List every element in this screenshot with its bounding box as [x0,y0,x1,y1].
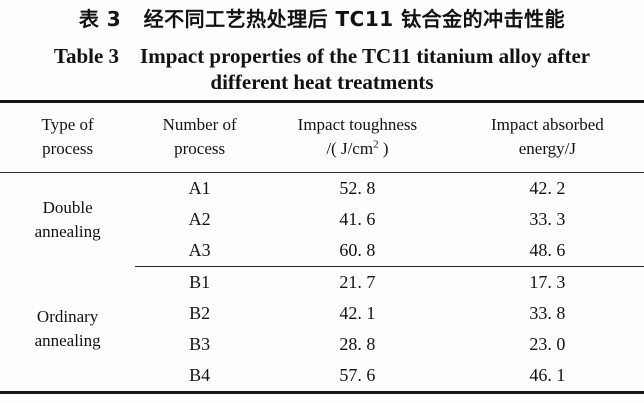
cell-impact-energy: 48. 6 [450,235,644,267]
cell-process-number: A3 [135,235,265,267]
cell-process-number: B4 [189,365,211,385]
table-caption-chinese: 表 3 经不同工艺热处理后 TC11 钛合金的冲击性能 [78,7,566,31]
cell-impact-energy: 23. 0 [529,334,566,354]
cell-impact-energy: 33. 3 [529,209,566,229]
table-row: A2 41. 6 33. 3 [0,204,644,235]
cell-impact-toughness: 57. 6 [339,365,376,385]
cell-impact-energy: 42. 2 [529,178,566,198]
table-row: Ordinary annealing B1 21. 7 17. 3 [0,267,644,350]
cell-impact-energy: 17. 3 [529,272,566,292]
cell-impact-toughness: 42. 1 [339,303,376,323]
impact-toughness-unit: /( J/cm2 ) [326,138,389,158]
header-type-of-process: Type of process [0,101,136,173]
group-label-ordinary-annealing: Ordinary annealing [34,306,101,350]
cell-impact-energy: 33. 8 [529,303,566,323]
cell-process-number: A1 [188,178,211,198]
superscript-2: 2 [373,138,379,151]
impact-properties-table: Type of process Number of process Impact… [0,100,644,394]
table-caption-english: Table 3 Impact properties of the TC11 ti… [0,43,644,95]
cell-impact-toughness: 28. 8 [339,334,376,354]
cell-impact-toughness: 41. 6 [339,209,376,229]
cell-impact-toughness: 60. 8 [264,235,451,267]
cell-process-number: A2 [188,209,211,229]
table-caption-english-line2: different heat treatments [210,70,434,94]
header-impact-absorbed-energy: Impact absorbed energy/J [450,101,644,173]
header-row: Type of process Number of process Impact… [0,101,644,173]
table-row: B3 28. 8 23. 0 [0,329,644,360]
cell-process-number: B1 [189,272,211,292]
cell-impact-energy: 46. 1 [529,365,566,385]
cell-process-number: B2 [189,303,211,323]
table-row: A3 60. 8 48. 6 [0,235,644,267]
table-row: Double annealing A1 52. 8 42. 2 [0,173,644,241]
header-number-of-process: Number of process [135,101,265,173]
table-row: B2 42. 1 33. 8 [0,298,644,329]
cell-impact-toughness: 21. 7 [339,272,376,292]
table-caption-english-line1: Table 3 Impact properties of the TC11 ti… [53,44,591,68]
header-impact-toughness: Impact toughness /( J/cm2 ) [264,101,451,173]
table-row: B4 57. 6 46. 1 [0,360,644,393]
group-label-double-annealing: Double annealing [34,197,101,241]
cell-impact-toughness: 52. 8 [339,178,376,198]
cell-process-number: B3 [189,334,211,354]
